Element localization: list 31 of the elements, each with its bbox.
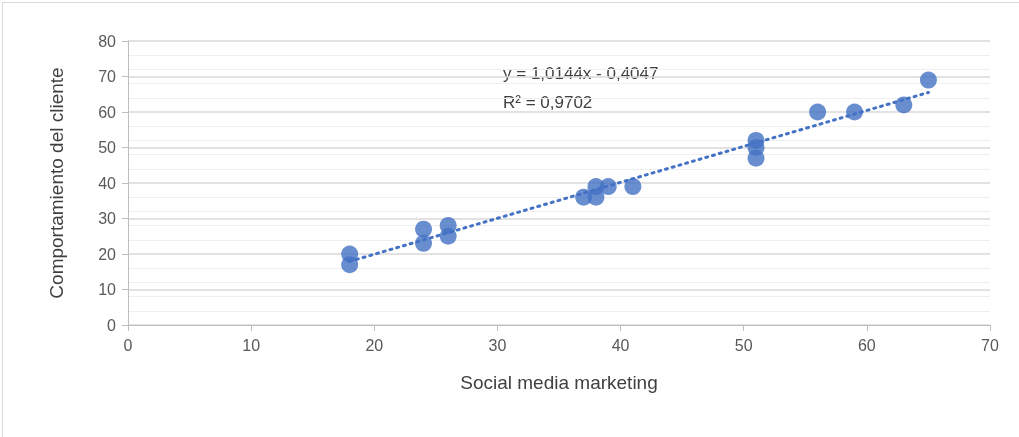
x-tick-label: 60	[857, 336, 876, 354]
y-tick-label: 70	[98, 68, 117, 85]
x-tick-label: 20	[365, 336, 384, 354]
point	[587, 188, 605, 206]
y-tick-label: 30	[98, 210, 117, 227]
x-tick-label: 10	[242, 336, 261, 354]
y-axis-title: Comportamiento del cliente	[46, 67, 67, 299]
point	[341, 256, 359, 274]
y-tick-label: 10	[98, 281, 117, 298]
x-tick-label: 40	[611, 336, 630, 354]
y-tick-label: 40	[98, 174, 117, 192]
y-tick-label: 0	[107, 316, 117, 334]
point	[895, 96, 913, 114]
x-tick-label: 70	[981, 336, 999, 354]
point	[415, 220, 433, 238]
point	[846, 103, 864, 121]
point	[624, 178, 642, 196]
x-tick-label: 30	[488, 336, 507, 354]
x-tick-label: 50	[734, 336, 753, 354]
y-tick-label: 80	[98, 32, 117, 50]
point	[747, 149, 765, 167]
point	[439, 227, 457, 245]
point	[919, 71, 937, 89]
x-axis-title: Social media marketing	[460, 372, 658, 393]
point	[415, 234, 433, 252]
y-tick-label: 60	[98, 103, 117, 121]
y-tick-label: 50	[98, 139, 117, 156]
point	[809, 103, 827, 121]
x-tick-label: 0	[123, 336, 133, 354]
y-tick-label: 20	[98, 245, 117, 263]
point	[599, 178, 617, 196]
